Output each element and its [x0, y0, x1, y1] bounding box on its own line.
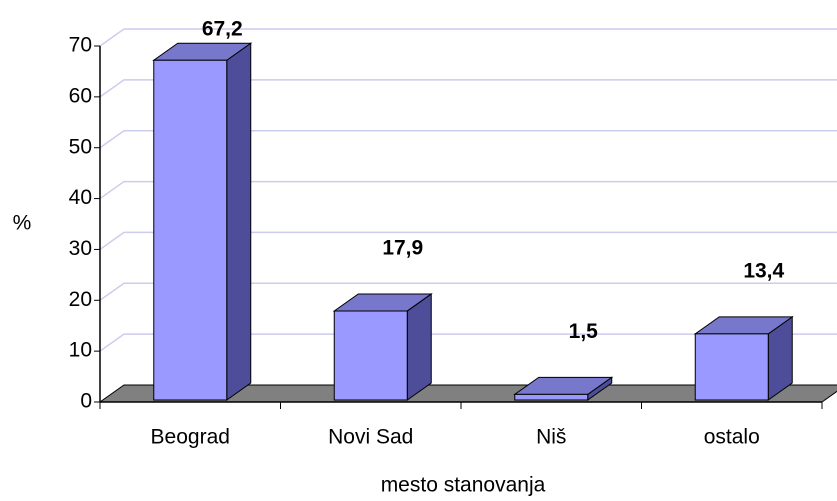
x-tick-label: Beograd: [151, 426, 230, 449]
grid-line: [99, 79, 837, 98]
bar-front: [514, 393, 589, 401]
value-label: 67,2: [202, 18, 243, 41]
y-tick-label: 10: [69, 339, 92, 362]
bar-side: [406, 292, 432, 401]
x-tick-label: ostalo: [704, 426, 760, 449]
y-axis-label: %: [13, 212, 32, 235]
x-axis-label: mesto stanovanja: [381, 474, 546, 497]
y-tick-label: 30: [69, 237, 92, 260]
grid-line: [99, 231, 837, 251]
y-tick-label: 20: [69, 288, 92, 311]
y-tick-label: 50: [69, 135, 92, 158]
x-tick-label: Novi Sad: [328, 426, 413, 449]
grid-line: [99, 282, 837, 301]
x-tick-label: Niš: [536, 426, 566, 449]
bar: [513, 376, 614, 401]
y-tick-label: 70: [69, 34, 92, 57]
bar-side: [226, 42, 252, 401]
grid-line: [99, 28, 837, 47]
y-tick-label: 0: [80, 390, 92, 413]
grid-line: [99, 129, 837, 149]
bar-front: [694, 333, 769, 401]
bar: [332, 292, 433, 401]
value-label: 13,4: [743, 259, 784, 282]
y-tick-label: 60: [69, 84, 92, 107]
value-label: 1,5: [569, 320, 599, 343]
bar-front: [153, 59, 228, 401]
bar-front: [333, 310, 408, 401]
value-label: 17,9: [382, 237, 423, 260]
grid-line: [99, 333, 837, 352]
bar: [693, 315, 794, 401]
y-tick-label: 40: [69, 186, 92, 209]
grid-line: [99, 180, 837, 200]
bar: [152, 42, 253, 401]
